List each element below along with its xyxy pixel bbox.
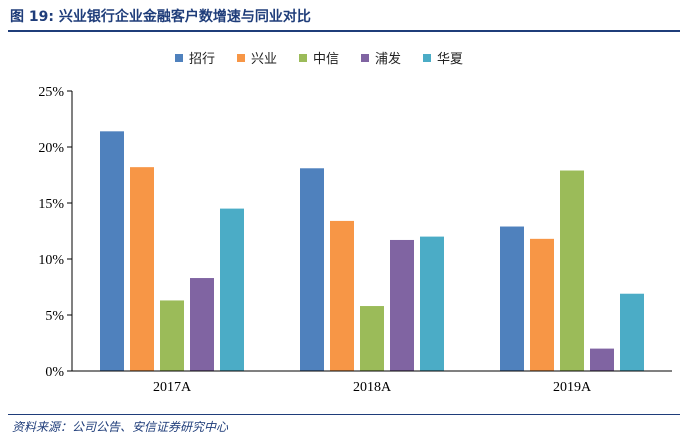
bar — [560, 170, 584, 371]
y-tick-label: 10% — [38, 253, 64, 268]
legend-label: 兴业 — [251, 52, 277, 67]
legend-swatch — [175, 54, 183, 62]
legend-label: 中信 — [313, 52, 339, 67]
bar-chart: 招行 兴业 中信 浦发 华夏 0%5%10%15%20%25% 2017A 2018A 20… — [38, 51, 672, 395]
bar — [590, 348, 614, 371]
x-tick-label: 2017A — [153, 380, 192, 395]
bar — [390, 239, 414, 371]
y-tick-label: 5% — [45, 309, 64, 324]
bar — [530, 238, 554, 371]
bar — [300, 168, 324, 371]
legend-label: 招行 — [189, 52, 215, 67]
figure-title-text: 兴业银行企业金融客户数增速与同业对比 — [58, 9, 311, 25]
figure-title: 图 19: 兴业银行企业金融客户数增速与同业对比 — [10, 6, 311, 26]
legend-label: 浦发 — [375, 51, 401, 67]
figure-number: 图 19: — [10, 9, 54, 25]
legend-swatch — [237, 54, 245, 62]
source-divider — [8, 414, 680, 415]
y-axis: 0% 5% 10% 15% 20% 25% — [38, 85, 73, 380]
bar — [220, 208, 244, 371]
bar — [620, 293, 644, 371]
x-tick-label: 2019A — [553, 380, 592, 395]
legend-swatch — [423, 54, 431, 62]
y-tick-label: 15% — [38, 197, 64, 212]
bar — [360, 306, 384, 371]
bar — [100, 131, 124, 371]
x-axis: 2017A 2018A 2019A — [72, 370, 672, 395]
title-divider — [8, 30, 680, 32]
bars-group — [100, 131, 644, 371]
y-tick-label: 0% — [45, 365, 64, 380]
legend-swatch — [299, 54, 307, 62]
legend-swatch — [361, 54, 369, 62]
bar — [160, 300, 184, 371]
y-tick-label: 25% — [38, 85, 64, 100]
bar — [420, 236, 444, 371]
legend-label: 华夏 — [437, 52, 463, 67]
bar — [190, 278, 214, 371]
y-tick-label: 20% — [38, 141, 64, 156]
bar — [500, 226, 524, 371]
x-tick-label: 2018A — [353, 380, 392, 395]
chart-legend: 招行 兴业 中信 浦发 华夏 — [175, 51, 463, 67]
source-note: 资料来源：公司公告、安信证券研究中心 — [12, 420, 229, 434]
bar — [130, 167, 154, 371]
bar — [330, 220, 354, 371]
